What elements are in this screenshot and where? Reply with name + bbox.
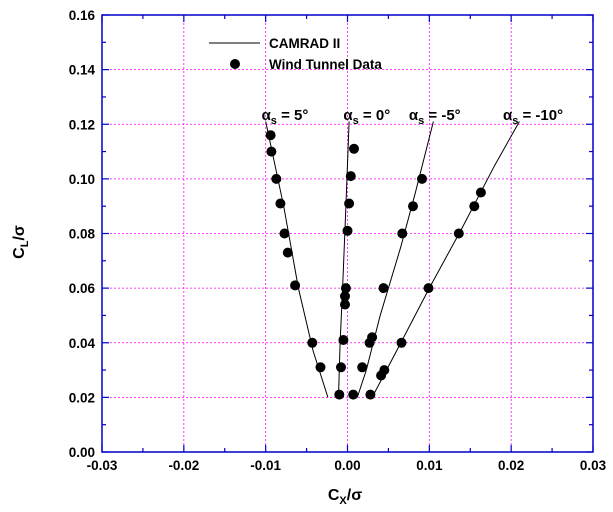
x-tick-label: -0.02 [168, 458, 199, 473]
x-axis-title-main: C [328, 487, 340, 504]
wind-tunnel-point [340, 291, 350, 302]
wind-tunnel-point [417, 173, 427, 184]
x-tick-label: -0.03 [87, 458, 118, 473]
y-tick-label: 0.02 [69, 390, 95, 405]
wind-tunnel-point [307, 337, 318, 348]
camrad-line [356, 121, 434, 398]
wind-tunnel-point [340, 299, 350, 310]
wind-tunnel-point [336, 362, 346, 373]
x-axis-title-suffix: /σ [347, 487, 362, 504]
wind-tunnel-point [357, 362, 368, 373]
alpha-label: αs = 0° [343, 107, 390, 127]
y-tick-label: 0.00 [69, 445, 95, 460]
y-tick-label: 0.16 [69, 8, 96, 23]
legend-label-wind-tunnel: Wind Tunnel Data [269, 57, 382, 72]
y-axis-title-main: C [11, 247, 28, 259]
wind-tunnel-point [315, 362, 326, 373]
wind-tunnel-point [334, 389, 345, 400]
legend: CAMRAD II Wind Tunnel Data [209, 36, 382, 72]
y-tick-label: 0.04 [69, 336, 96, 351]
legend-label-camrad: CAMRAD II [269, 36, 340, 51]
wind-tunnel-point [364, 337, 375, 348]
y-tick-label: 0.08 [69, 227, 96, 242]
alpha-label: αs = 5° [262, 107, 309, 127]
y-axis-title-sub: L [19, 240, 31, 247]
axis-ticks [101, 14, 594, 453]
y-tick-label: 0.10 [69, 172, 95, 187]
wind-tunnel-point [338, 335, 349, 345]
wind-tunnel-point [279, 228, 290, 239]
x-tick-label: 0.03 [580, 458, 607, 473]
wind-tunnel-point [376, 370, 387, 381]
wind-tunnel-point [271, 173, 282, 184]
wind-tunnel-point [453, 228, 464, 239]
wind-tunnel-point [275, 198, 286, 209]
x-tick-label: -0.01 [250, 458, 281, 473]
wind-tunnel-point [378, 283, 389, 294]
legend-dot-marker [230, 59, 240, 69]
y-axis-title: CL/σ [11, 225, 31, 259]
y-tick-label: 0.06 [69, 281, 96, 296]
wind-tunnel-point [345, 171, 356, 182]
x-tick-label: 0.00 [334, 458, 360, 473]
wind-tunnel-point [423, 283, 434, 294]
wind-tunnel-point [348, 389, 359, 400]
alpha-label: αs = -5° [409, 107, 461, 127]
data-points [265, 130, 486, 400]
y-tick-label: 0.14 [69, 63, 96, 78]
chart-grid [102, 15, 593, 452]
wind-tunnel-point [344, 198, 355, 209]
camrad-line [265, 121, 329, 398]
y-tick-labels: 0.00 0.02 0.04 0.06 0.08 0.10 0.12 0.14 0.16 [69, 8, 96, 460]
alpha-annotations: αs = 5° αs = 0° αs = -5° αs = -10° [262, 107, 564, 127]
wind-tunnel-point [342, 225, 353, 236]
wind-tunnel-point [266, 146, 277, 157]
alpha-label: αs = -10° [503, 107, 563, 127]
x-tick-labels: -0.03 -0.02 -0.01 0.00 0.01 0.02 0.03 [87, 458, 607, 473]
wind-tunnel-point [365, 389, 376, 400]
x-tick-label: 0.02 [498, 458, 524, 473]
x-axis-title-sub: X [339, 495, 347, 507]
x-axis-title: CX/σ [328, 487, 362, 507]
wind-tunnel-point [282, 247, 293, 258]
wind-tunnel-point [340, 283, 351, 294]
y-tick-label: 0.12 [69, 117, 95, 132]
wind-tunnel-point [469, 201, 480, 212]
wind-tunnel-point [396, 337, 407, 348]
x-tick-label: 0.01 [416, 458, 443, 473]
wind-tunnel-point [265, 130, 276, 141]
wind-tunnel-point [408, 201, 418, 212]
wind-tunnel-point [349, 143, 359, 154]
y-axis-title-suffix: /σ [11, 225, 28, 240]
model-lines [265, 121, 520, 398]
camrad-line [371, 121, 520, 398]
wind-tunnel-point [397, 228, 408, 239]
wind-tunnel-point [475, 187, 486, 198]
wind-tunnel-point [290, 280, 301, 291]
